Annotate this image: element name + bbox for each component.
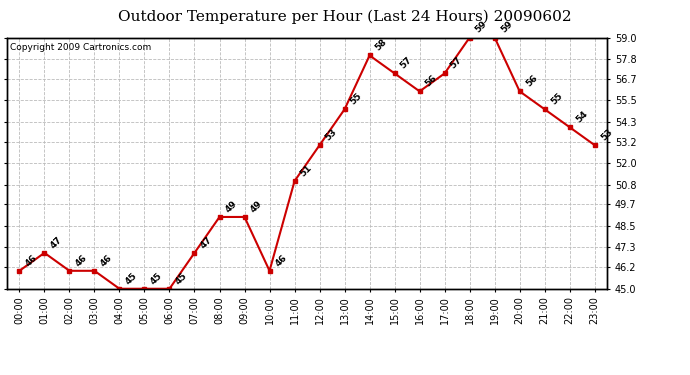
Text: 55: 55 — [549, 91, 564, 106]
Text: 46: 46 — [74, 253, 89, 268]
Text: 47: 47 — [199, 235, 214, 250]
Text: 45: 45 — [174, 271, 189, 286]
Text: 47: 47 — [48, 235, 64, 250]
Text: 55: 55 — [348, 91, 364, 106]
Text: 53: 53 — [599, 127, 614, 142]
Text: 49: 49 — [248, 199, 264, 214]
Text: 59: 59 — [499, 20, 514, 35]
Text: 56: 56 — [524, 74, 539, 88]
Text: 46: 46 — [99, 253, 114, 268]
Text: 57: 57 — [448, 56, 464, 70]
Text: 54: 54 — [574, 109, 589, 124]
Text: 45: 45 — [148, 271, 164, 286]
Text: 45: 45 — [124, 271, 139, 286]
Text: 49: 49 — [224, 199, 239, 214]
Text: 58: 58 — [374, 38, 389, 52]
Text: 56: 56 — [424, 74, 439, 88]
Text: Outdoor Temperature per Hour (Last 24 Hours) 20090602: Outdoor Temperature per Hour (Last 24 Ho… — [118, 9, 572, 24]
Text: 57: 57 — [399, 56, 414, 70]
Text: 59: 59 — [474, 20, 489, 35]
Text: 46: 46 — [23, 253, 39, 268]
Text: 46: 46 — [274, 253, 289, 268]
Text: 51: 51 — [299, 163, 314, 178]
Text: Copyright 2009 Cartronics.com: Copyright 2009 Cartronics.com — [10, 42, 151, 51]
Text: 53: 53 — [324, 127, 339, 142]
